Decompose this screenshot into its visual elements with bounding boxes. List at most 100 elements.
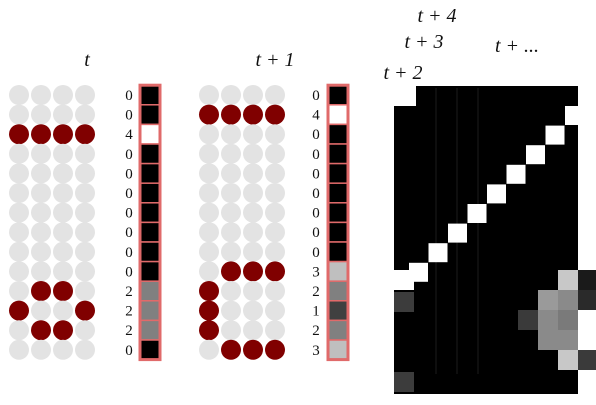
count-cell xyxy=(139,123,161,145)
neuron-active xyxy=(265,104,285,125)
neuron-inactive xyxy=(75,85,95,105)
count-label: 0 xyxy=(125,343,133,359)
neuron-active xyxy=(75,124,95,145)
neuron-inactive xyxy=(221,202,241,223)
count-label: 0 xyxy=(312,166,320,182)
neuron-inactive xyxy=(31,222,51,243)
neuron-inactive xyxy=(53,261,73,282)
count-label: 0 xyxy=(125,264,133,280)
count-label: 0 xyxy=(125,206,133,222)
count-cell xyxy=(327,339,349,361)
neuron-active xyxy=(75,300,95,321)
label-t-plus-2: t + 2 xyxy=(383,62,422,84)
count-cell xyxy=(327,182,349,204)
count-cell xyxy=(327,221,349,243)
neuron-inactive xyxy=(53,163,73,184)
count-cell xyxy=(327,84,349,106)
neuron-inactive xyxy=(75,339,95,360)
neuron-active xyxy=(9,124,29,145)
neuron-inactive xyxy=(31,104,51,125)
history-cell xyxy=(578,290,596,310)
count-label: 3 xyxy=(312,264,320,280)
neuron-inactive xyxy=(221,143,241,164)
neuron-inactive xyxy=(199,261,219,282)
neuron-inactive xyxy=(53,202,73,223)
neuron-active xyxy=(53,281,73,301)
neuron-inactive xyxy=(9,163,29,184)
neuron-inactive xyxy=(9,281,29,301)
history-cell xyxy=(578,270,596,290)
neuron-active xyxy=(265,339,285,360)
count-label: 3 xyxy=(312,343,320,359)
neuron-inactive xyxy=(31,339,51,360)
neuron-inactive xyxy=(199,143,219,164)
neuron-inactive xyxy=(75,261,95,282)
neuron-inactive xyxy=(243,124,263,145)
count-bar-frame xyxy=(138,83,162,362)
neuron-active xyxy=(221,339,241,360)
trail-cell xyxy=(545,125,565,145)
neuron-inactive xyxy=(9,104,29,125)
neuron-inactive xyxy=(75,320,95,341)
neuron-inactive xyxy=(31,163,51,184)
neuron-inactive xyxy=(265,124,285,145)
neuron-inactive xyxy=(75,241,95,262)
panel-t: 0 0 4 0 0 0 0 0 0 0 2 2 2 0 xyxy=(9,83,162,362)
history-cell xyxy=(558,310,578,330)
count-label: 0 xyxy=(312,127,320,143)
neuron-inactive xyxy=(9,339,29,360)
neuron-active xyxy=(9,300,29,321)
count-label: 0 xyxy=(312,225,320,241)
neuron-inactive xyxy=(31,183,51,203)
neuron-inactive xyxy=(265,202,285,223)
trail-cell xyxy=(467,204,487,223)
trail-cell xyxy=(428,243,448,263)
history-cell xyxy=(538,330,558,350)
history-cell xyxy=(578,350,596,370)
neuron-inactive xyxy=(199,183,219,203)
count-cell xyxy=(139,143,161,165)
count-cell xyxy=(139,319,161,341)
count-cell xyxy=(139,221,161,243)
neuron-inactive xyxy=(221,85,241,105)
neuron-inactive xyxy=(265,163,285,184)
neuron-inactive xyxy=(265,183,285,203)
count-bar-frame xyxy=(326,83,350,362)
neuron-inactive xyxy=(221,300,241,321)
trail-cell xyxy=(526,145,545,165)
label-t-plus-4: t + 4 xyxy=(417,5,456,27)
label-t: t xyxy=(84,49,90,71)
count-cell xyxy=(327,300,349,322)
neuron-active xyxy=(243,339,263,360)
neuron-inactive xyxy=(75,163,95,184)
count-cell xyxy=(327,123,349,145)
neuron-active xyxy=(53,320,73,341)
neuron-inactive xyxy=(53,222,73,243)
count-cell xyxy=(139,241,161,263)
neuron-active xyxy=(243,104,263,125)
count-cell xyxy=(327,104,349,126)
neuron-inactive xyxy=(221,124,241,145)
neuron-active xyxy=(221,104,241,125)
history-cell xyxy=(394,292,414,312)
neuron-inactive xyxy=(9,183,29,203)
neuron-inactive xyxy=(75,222,95,243)
neuron-inactive xyxy=(53,104,73,125)
count-label: 2 xyxy=(312,323,320,339)
neuron-inactive xyxy=(243,300,263,321)
neuron-inactive xyxy=(221,241,241,262)
count-cell xyxy=(327,280,349,302)
neuron-inactive xyxy=(199,339,219,360)
neuron-active xyxy=(199,104,219,125)
neuron-inactive xyxy=(9,241,29,262)
history-stack xyxy=(394,86,596,394)
neuron-inactive xyxy=(221,320,241,341)
neuron-active xyxy=(221,261,241,282)
count-cell xyxy=(139,280,161,302)
neuron-inactive xyxy=(265,300,285,321)
neuron-active xyxy=(199,281,219,301)
neuron-inactive xyxy=(221,183,241,203)
neuron-inactive xyxy=(53,143,73,164)
count-cell xyxy=(139,202,161,224)
neuron-inactive xyxy=(243,241,263,262)
